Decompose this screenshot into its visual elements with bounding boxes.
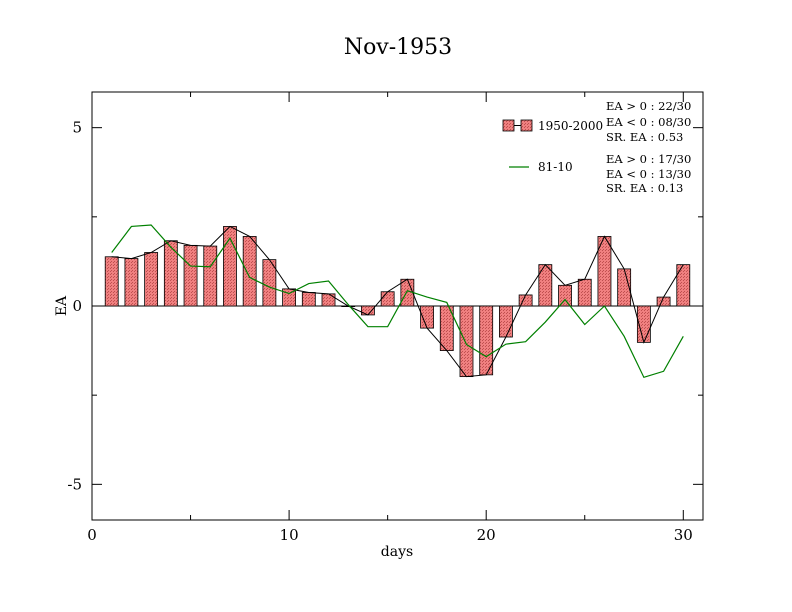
bar-day-20 <box>479 305 494 376</box>
stat-sr-1950-2000: SR. EA : 0.53 <box>606 130 683 144</box>
y-tick-label: 5 <box>72 119 82 137</box>
x-tick-label: 0 <box>87 526 97 544</box>
legend-stats-1950-2000: EA > 0 : 22/30 EA < 0 : 08/30 SR. EA : 0… <box>606 99 691 144</box>
x-tick-label: 10 <box>280 526 299 544</box>
lines-layer <box>111 224 684 379</box>
chart-title: Nov-1953 <box>344 35 452 60</box>
stat-positive-81-10: EA > 0 : 17/30 <box>606 152 691 166</box>
bar-day-15 <box>380 291 395 307</box>
legend-label-81-10: 81-10 <box>538 160 573 174</box>
bar-day-3 <box>144 252 159 307</box>
bar-day-2 <box>124 258 139 307</box>
bar-day-5 <box>183 244 198 307</box>
legend-label-1950-2000: 1950-2000 <box>538 119 603 133</box>
bar-day-25 <box>577 278 592 307</box>
y-tick-label: -5 <box>67 475 82 493</box>
legend-bar-swatch-right <box>520 119 533 132</box>
series-1950-2000-line <box>111 225 684 378</box>
bar-day-19 <box>459 305 474 378</box>
legend-stats-81-10: EA > 0 : 17/30 EA < 0 : 13/30 SR. EA : 0… <box>606 152 691 195</box>
bars-layer <box>92 226 703 378</box>
y-tick-label: 0 <box>72 297 82 315</box>
stat-negative-1950-2000: EA < 0 : 08/30 <box>606 115 691 129</box>
y-axis-label: EA <box>54 295 70 316</box>
series-81-10-line <box>111 224 684 379</box>
x-tick-label: 30 <box>674 526 693 544</box>
stat-negative-81-10: EA < 0 : 13/30 <box>606 167 691 181</box>
legend-bar-swatch-left <box>502 119 515 132</box>
legend-item-81-10: 81-10 <box>509 160 573 174</box>
bar-day-8 <box>242 236 257 307</box>
bar-day-24 <box>558 284 572 307</box>
bar-day-11 <box>301 292 316 307</box>
bar-day-29 <box>656 296 671 307</box>
stat-positive-1950-2000: EA > 0 : 22/30 <box>606 99 691 113</box>
bar-day-30 <box>676 264 691 307</box>
bar-day-4 <box>163 240 178 307</box>
bar-day-1 <box>104 256 119 307</box>
legend-item-1950-2000: 1950-2000 <box>502 119 603 133</box>
bar-day-21 <box>499 305 513 338</box>
bar-day-12 <box>321 293 336 307</box>
legend: 1950-2000 EA > 0 : 22/30 EA < 0 : 08/30 … <box>502 99 691 195</box>
x-tick-label: 20 <box>477 526 496 544</box>
stat-sr-81-10: SR. EA : 0.13 <box>606 181 683 195</box>
bar-day-6 <box>203 245 218 307</box>
ticks-layer: 0 10 20 30 -5 0 5 <box>67 92 703 544</box>
x-axis-label: days <box>381 544 413 560</box>
bar-day-14 <box>361 305 375 316</box>
